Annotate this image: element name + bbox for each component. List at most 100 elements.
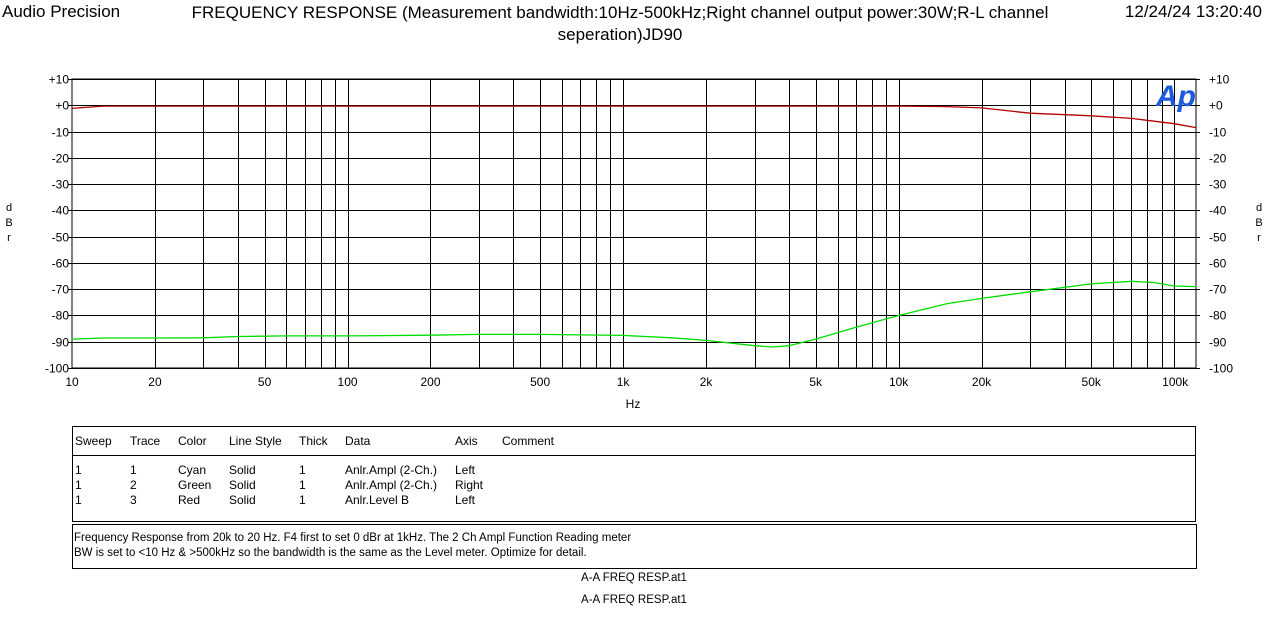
legend-cell: 1 — [75, 478, 82, 492]
y-tick-label-right: -30 — [1209, 178, 1227, 192]
x-tick-label: 50k — [1082, 375, 1102, 389]
legend-cell: 2 — [130, 478, 137, 492]
legend-cell: Left — [455, 463, 476, 477]
legend-cell: Solid — [229, 463, 256, 477]
legend-header-cell: Line Style — [227, 426, 297, 456]
series-2-point — [1130, 280, 1133, 282]
legend-body: 1 1 Cyan Solid 1 Anlr.Ampl (2-Ch.) Left 1 2 Green… — [73, 456, 1196, 522]
x-axis-label: Hz — [626, 397, 641, 411]
x-tick-label: 10 — [65, 375, 79, 389]
series-2-point — [1154, 282, 1156, 284]
x-tick-label: 200 — [420, 375, 440, 389]
series-2-point — [202, 337, 205, 339]
series-2-point — [754, 345, 756, 347]
chart-grid — [68, 78, 1200, 369]
series-2-point — [346, 335, 349, 337]
trace-legend-table: Sweep Trace Color Line Style Thick Data Axis Co… — [72, 426, 1196, 522]
series-2-point — [1090, 283, 1092, 285]
legend-cell: 1 — [299, 463, 306, 477]
y-tick-label-left: -10 — [52, 126, 70, 140]
comment-box: Frequency Response from 20k to 20 Hz. F4… — [72, 524, 1197, 569]
x-tick-label: 2k — [700, 375, 714, 389]
legend-cell: Right — [455, 478, 484, 492]
legend-cell: Solid — [229, 478, 256, 492]
y-axis-labels: +10 +10 +0 +0 -10 -10 -20 -20 -30 -30 -40 -40 -50 -50… — [45, 73, 1233, 376]
series-1-point — [1173, 123, 1175, 125]
series-2-point — [539, 333, 541, 335]
x-axis-labels: 10 20 50 100 200 500 1k 2k 5k 10k 20k 50k 100k — [65, 375, 1189, 389]
y-tick-label-left: -20 — [52, 152, 70, 166]
app-name: Audio Precision — [2, 2, 121, 21]
y-tick-label-left: -40 — [52, 204, 70, 218]
legend-cell: Anlr.Ampl (2-Ch.) — [345, 463, 438, 477]
series-2-point — [772, 346, 774, 348]
legend-cell: 1 — [75, 493, 82, 507]
y-axis-label-char: r — [1257, 232, 1261, 244]
y-tick-label-right: -20 — [1209, 152, 1227, 166]
y-tick-label-right: -40 — [1209, 204, 1227, 218]
x-tick-label: 100 — [338, 375, 358, 389]
series-2-point — [579, 334, 582, 336]
x-tick-label: 500 — [530, 375, 550, 389]
series-2-point — [705, 339, 707, 341]
legend-header-cell: Thick — [297, 426, 343, 456]
legend-cell: Green — [178, 478, 212, 492]
series-2-point — [981, 297, 983, 299]
series-2-point — [815, 338, 817, 340]
y-tick-label-left: -100 — [45, 362, 69, 376]
y-tick-label-right: -50 — [1209, 231, 1227, 245]
series-line-2 — [71, 280, 1197, 348]
y-tick-label-left: +10 — [49, 73, 70, 87]
legend-cell: 1 — [130, 463, 137, 477]
y-tick-label-right: -60 — [1209, 257, 1227, 271]
series-1-point — [1090, 115, 1092, 117]
series-1-point — [1130, 117, 1133, 119]
legend-header-cell: Data — [343, 426, 453, 456]
series-2-point — [1029, 291, 1031, 293]
legend-cell: 1 — [299, 493, 306, 507]
series-2-point — [946, 303, 948, 305]
legend-header-cell: Comment — [500, 426, 1196, 456]
x-tick-label: 100k — [1162, 375, 1189, 389]
series-line-1 — [71, 105, 1197, 129]
legend-cell: Left — [455, 493, 476, 507]
legend-cell: Anlr.Level B — [345, 493, 410, 507]
legend-cell: Cyan — [178, 463, 207, 477]
frequency-response-chart: +10 +10 +0 +0 -10 -10 -20 -20 -30 -30 -40 -40 -50 -50… — [5, 73, 1262, 412]
legend-filler-row — [73, 508, 1196, 522]
series-1-point — [946, 106, 948, 108]
x-tick-label: 5k — [809, 375, 823, 389]
series-1-point — [429, 105, 432, 107]
legend-cell — [500, 456, 1196, 479]
y-tick-label-left: -90 — [52, 336, 70, 350]
ap-logo: Ap — [1155, 80, 1196, 113]
legend-cell: Solid — [229, 493, 256, 507]
series-2-point — [102, 337, 104, 339]
y-tick-label-right: +10 — [1209, 73, 1230, 87]
series-2-point — [1173, 285, 1175, 287]
series-2-point — [71, 338, 73, 340]
series-1-point — [705, 105, 707, 107]
series-1-point — [622, 105, 624, 107]
y-tick-label-right: -80 — [1209, 309, 1227, 323]
y-tick-label-left: -30 — [52, 178, 70, 192]
series-1-point — [981, 107, 983, 109]
legend-row: 1 2 Green Solid 1 Anlr.Ampl (2-Ch.) Right — [73, 478, 1196, 493]
comment-line-1: Frequency Response from 20k to 20 Hz. F4… — [74, 532, 632, 544]
legend-cell: 3 — [130, 493, 137, 507]
x-tick-label: 10k — [889, 375, 909, 389]
legend-header-cell: Axis — [453, 426, 500, 456]
series-1-point — [102, 105, 104, 107]
timestamp: 12/24/24 13:20:40 — [1124, 2, 1262, 21]
y-tick-label-left: -60 — [52, 257, 70, 271]
y-axis-label-char: d — [6, 202, 12, 214]
series-2-point — [855, 326, 857, 328]
series-1-point — [264, 105, 266, 107]
series-1-point — [898, 105, 900, 107]
y-tick-label-left: -70 — [52, 283, 70, 297]
series-2-point — [898, 314, 900, 317]
chart-series — [71, 105, 1197, 348]
legend-row: 1 1 Cyan Solid 1 Anlr.Ampl (2-Ch.) Left — [73, 456, 1196, 479]
legend-header-cell: Color — [176, 426, 227, 456]
